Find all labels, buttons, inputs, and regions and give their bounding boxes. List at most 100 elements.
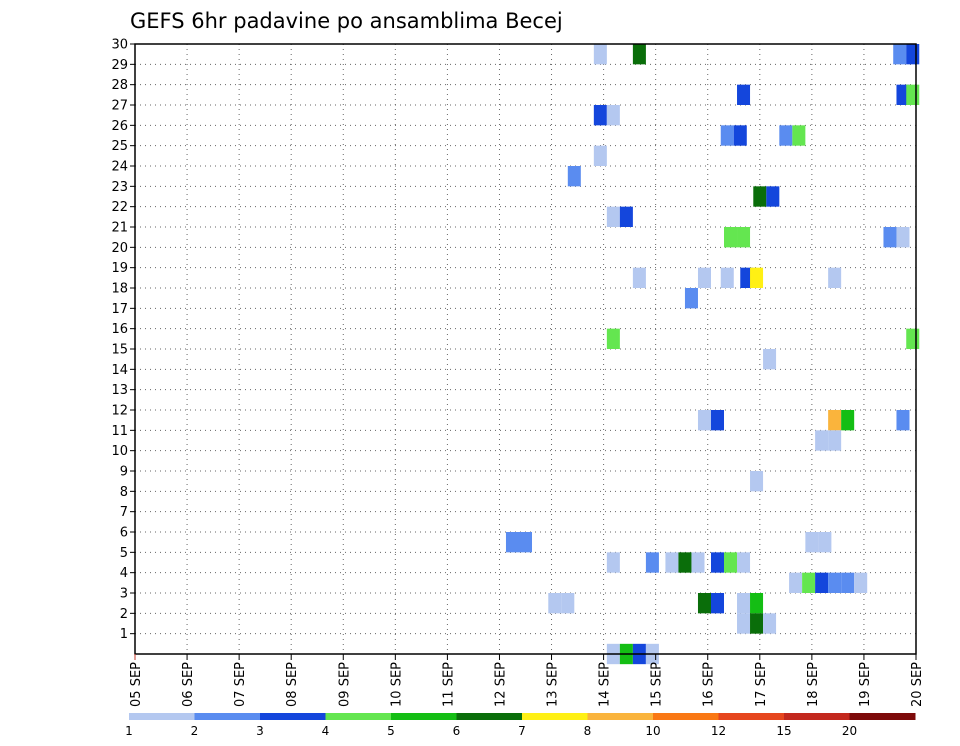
y-tick-label: 7 [120, 505, 128, 520]
heatmap-cell [841, 410, 855, 431]
chart-title: GEFS 6hr padavine po ansamblima Becej [130, 9, 563, 33]
y-tick-label: 4 [120, 566, 128, 581]
heatmap-cell [606, 552, 620, 573]
colorbar-label: 8 [584, 724, 592, 738]
heatmap-cell [815, 572, 829, 593]
y-tick-label: 20 [111, 241, 128, 256]
heatmap-cell [893, 44, 907, 65]
heatmap-cell [697, 410, 711, 431]
heatmap-cell [606, 206, 620, 227]
colorbar-segment [129, 713, 195, 720]
heatmap-cell [750, 613, 764, 634]
colorbar-segment [260, 713, 326, 720]
y-tick-label: 12 [111, 404, 128, 419]
x-axis: 05 SEP 06 SEP 07 SEP 08 SEP 09 SEP 10 SEP 11 S… [129, 654, 925, 707]
y-axis: 1234567891011121314151617181920212223242… [111, 38, 135, 642]
heatmap-cell [561, 593, 575, 614]
heatmap-cell [710, 552, 725, 573]
heatmap-cell [632, 267, 646, 288]
colorbar-label: 5 [387, 724, 395, 738]
heatmap-cell [815, 430, 829, 451]
heatmap-cell [567, 166, 581, 187]
heatmap-cell [763, 613, 777, 634]
heatmap-cell [906, 44, 920, 65]
y-tick-label: 29 [111, 58, 128, 73]
heatmap-cell [828, 267, 842, 288]
x-tick-label: 19 SEP [858, 662, 873, 707]
heatmap-cell [606, 105, 620, 126]
x-tick-label: 15 SEP [650, 662, 665, 707]
y-tick-label: 27 [111, 99, 128, 114]
heatmap-cell [724, 227, 738, 248]
y-tick-label: 17 [111, 302, 128, 317]
y-tick-label: 2 [120, 607, 128, 622]
y-tick-label: 9 [120, 465, 128, 480]
heatmap-cell [593, 44, 607, 65]
heatmap-cell [632, 44, 646, 65]
heatmap-cell [789, 572, 803, 593]
x-tick-label: 14 SEP [598, 662, 613, 707]
colorbar-label: 1 [125, 724, 133, 738]
heatmap-cell [753, 186, 767, 207]
y-tick-label: 25 [111, 139, 128, 154]
heatmap-cell [737, 84, 751, 105]
colorbar-segment [653, 713, 719, 720]
x-tick-label: 10 SEP [389, 662, 404, 707]
y-tick-label: 1 [120, 627, 128, 642]
heatmap-cell [697, 267, 711, 288]
heatmap-cell [518, 532, 533, 553]
colorbar-segment [587, 713, 654, 720]
colorbar-label: 3 [256, 724, 264, 738]
heatmap-cell [645, 552, 659, 573]
heatmap-cell [828, 572, 842, 593]
heatmap-cell [593, 145, 607, 166]
y-tick-label: 3 [120, 587, 128, 602]
heatmap-cell [818, 532, 832, 553]
y-tick-label: 21 [111, 221, 128, 236]
heatmap-cell [606, 328, 620, 349]
heatmap-cell [720, 267, 734, 288]
heatmap-cell [548, 593, 562, 614]
y-tick-label: 23 [111, 180, 128, 195]
colorbar-segment [522, 713, 588, 720]
colorbar-segment [456, 713, 523, 720]
heatmap-cell [779, 125, 793, 146]
y-tick-label: 19 [111, 261, 128, 276]
colorbar-segment [194, 713, 261, 720]
colorbar-segment [718, 713, 785, 720]
y-tick-label: 28 [111, 78, 128, 93]
colorbar-segment [391, 713, 457, 720]
colorbar-label: 2 [191, 724, 199, 738]
heatmap-cell [802, 572, 816, 593]
heatmap-cell [750, 471, 764, 492]
heatmap-cell [828, 430, 842, 451]
heatmap-cell [841, 572, 855, 593]
heatmap-cell [906, 328, 920, 349]
y-tick-label: 11 [111, 424, 128, 439]
heatmap-cell [792, 125, 806, 146]
heatmap-cell [750, 593, 764, 614]
heatmap-cell [505, 532, 519, 553]
heatmap-cell [737, 593, 751, 614]
y-tick-label: 8 [120, 485, 128, 500]
heatmap-cell [737, 552, 751, 573]
colorbar-label: 4 [322, 724, 330, 738]
y-tick-label: 15 [111, 343, 128, 358]
y-tick-label: 16 [111, 322, 128, 337]
heatmap-cell [691, 552, 705, 573]
colorbar-label: 20 [842, 724, 857, 738]
heatmap-cell [896, 410, 910, 431]
grid-layer [135, 43, 916, 654]
y-tick-label: 5 [120, 546, 128, 561]
heatmap-cell [678, 552, 692, 573]
y-tick-label: 14 [111, 363, 128, 378]
heatmap-cell [733, 125, 747, 146]
heatmap-cell [697, 593, 711, 614]
heatmap-cell [896, 227, 910, 248]
heatmap-cell [737, 613, 751, 634]
heatmap-cell [710, 410, 725, 431]
x-tick-label: 07 SEP [233, 662, 248, 707]
colorbar-label: 15 [776, 724, 791, 738]
